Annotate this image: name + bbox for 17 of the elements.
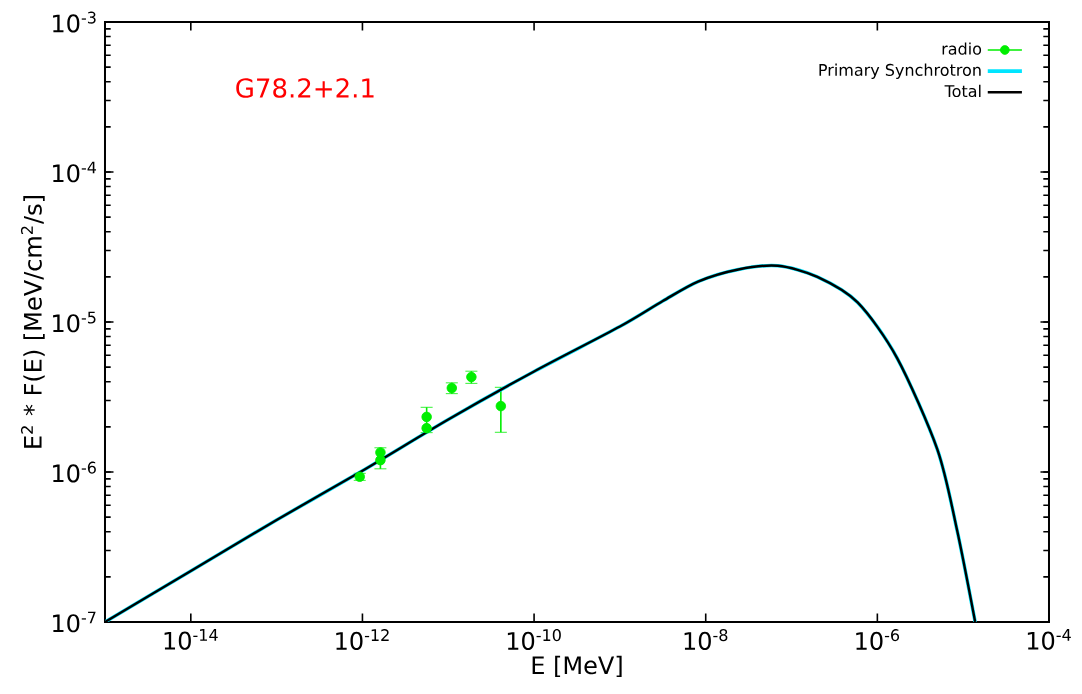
x-tick-label: 10$^{-4}$ xyxy=(1027,629,1071,650)
y-tick-label: 10$^{-3}$ xyxy=(53,11,96,33)
x-tick-label: 10$^{-8}$ xyxy=(684,629,728,650)
x-tick-label: 10$^{-10}$ xyxy=(507,629,561,650)
y-tick-label: 10$^{-4}$ xyxy=(53,161,97,183)
x-tick-label: 10$^{-12}$ xyxy=(336,629,389,650)
y-axis-title: E$^{2}$ * F(E) [MeV/cm$^{2}$/s] xyxy=(20,196,45,448)
legend-label: Total xyxy=(944,84,981,98)
annotation: G78.2+2.1 xyxy=(236,78,374,98)
y-tick-label: 10$^{-6}$ xyxy=(53,461,96,483)
legend-label: Primary Synchrotron xyxy=(819,63,981,80)
y-tick-label: 10$^{-7}$ xyxy=(53,611,96,633)
x-tick-label: 10$^{-6}$ xyxy=(856,629,900,650)
x-tick-label: 10$^{-14}$ xyxy=(164,629,218,650)
legend-label: radio xyxy=(942,42,982,55)
y-tick-label: 10$^{-5}$ xyxy=(53,311,96,333)
x-axis-title: E [MeV] xyxy=(532,655,622,678)
